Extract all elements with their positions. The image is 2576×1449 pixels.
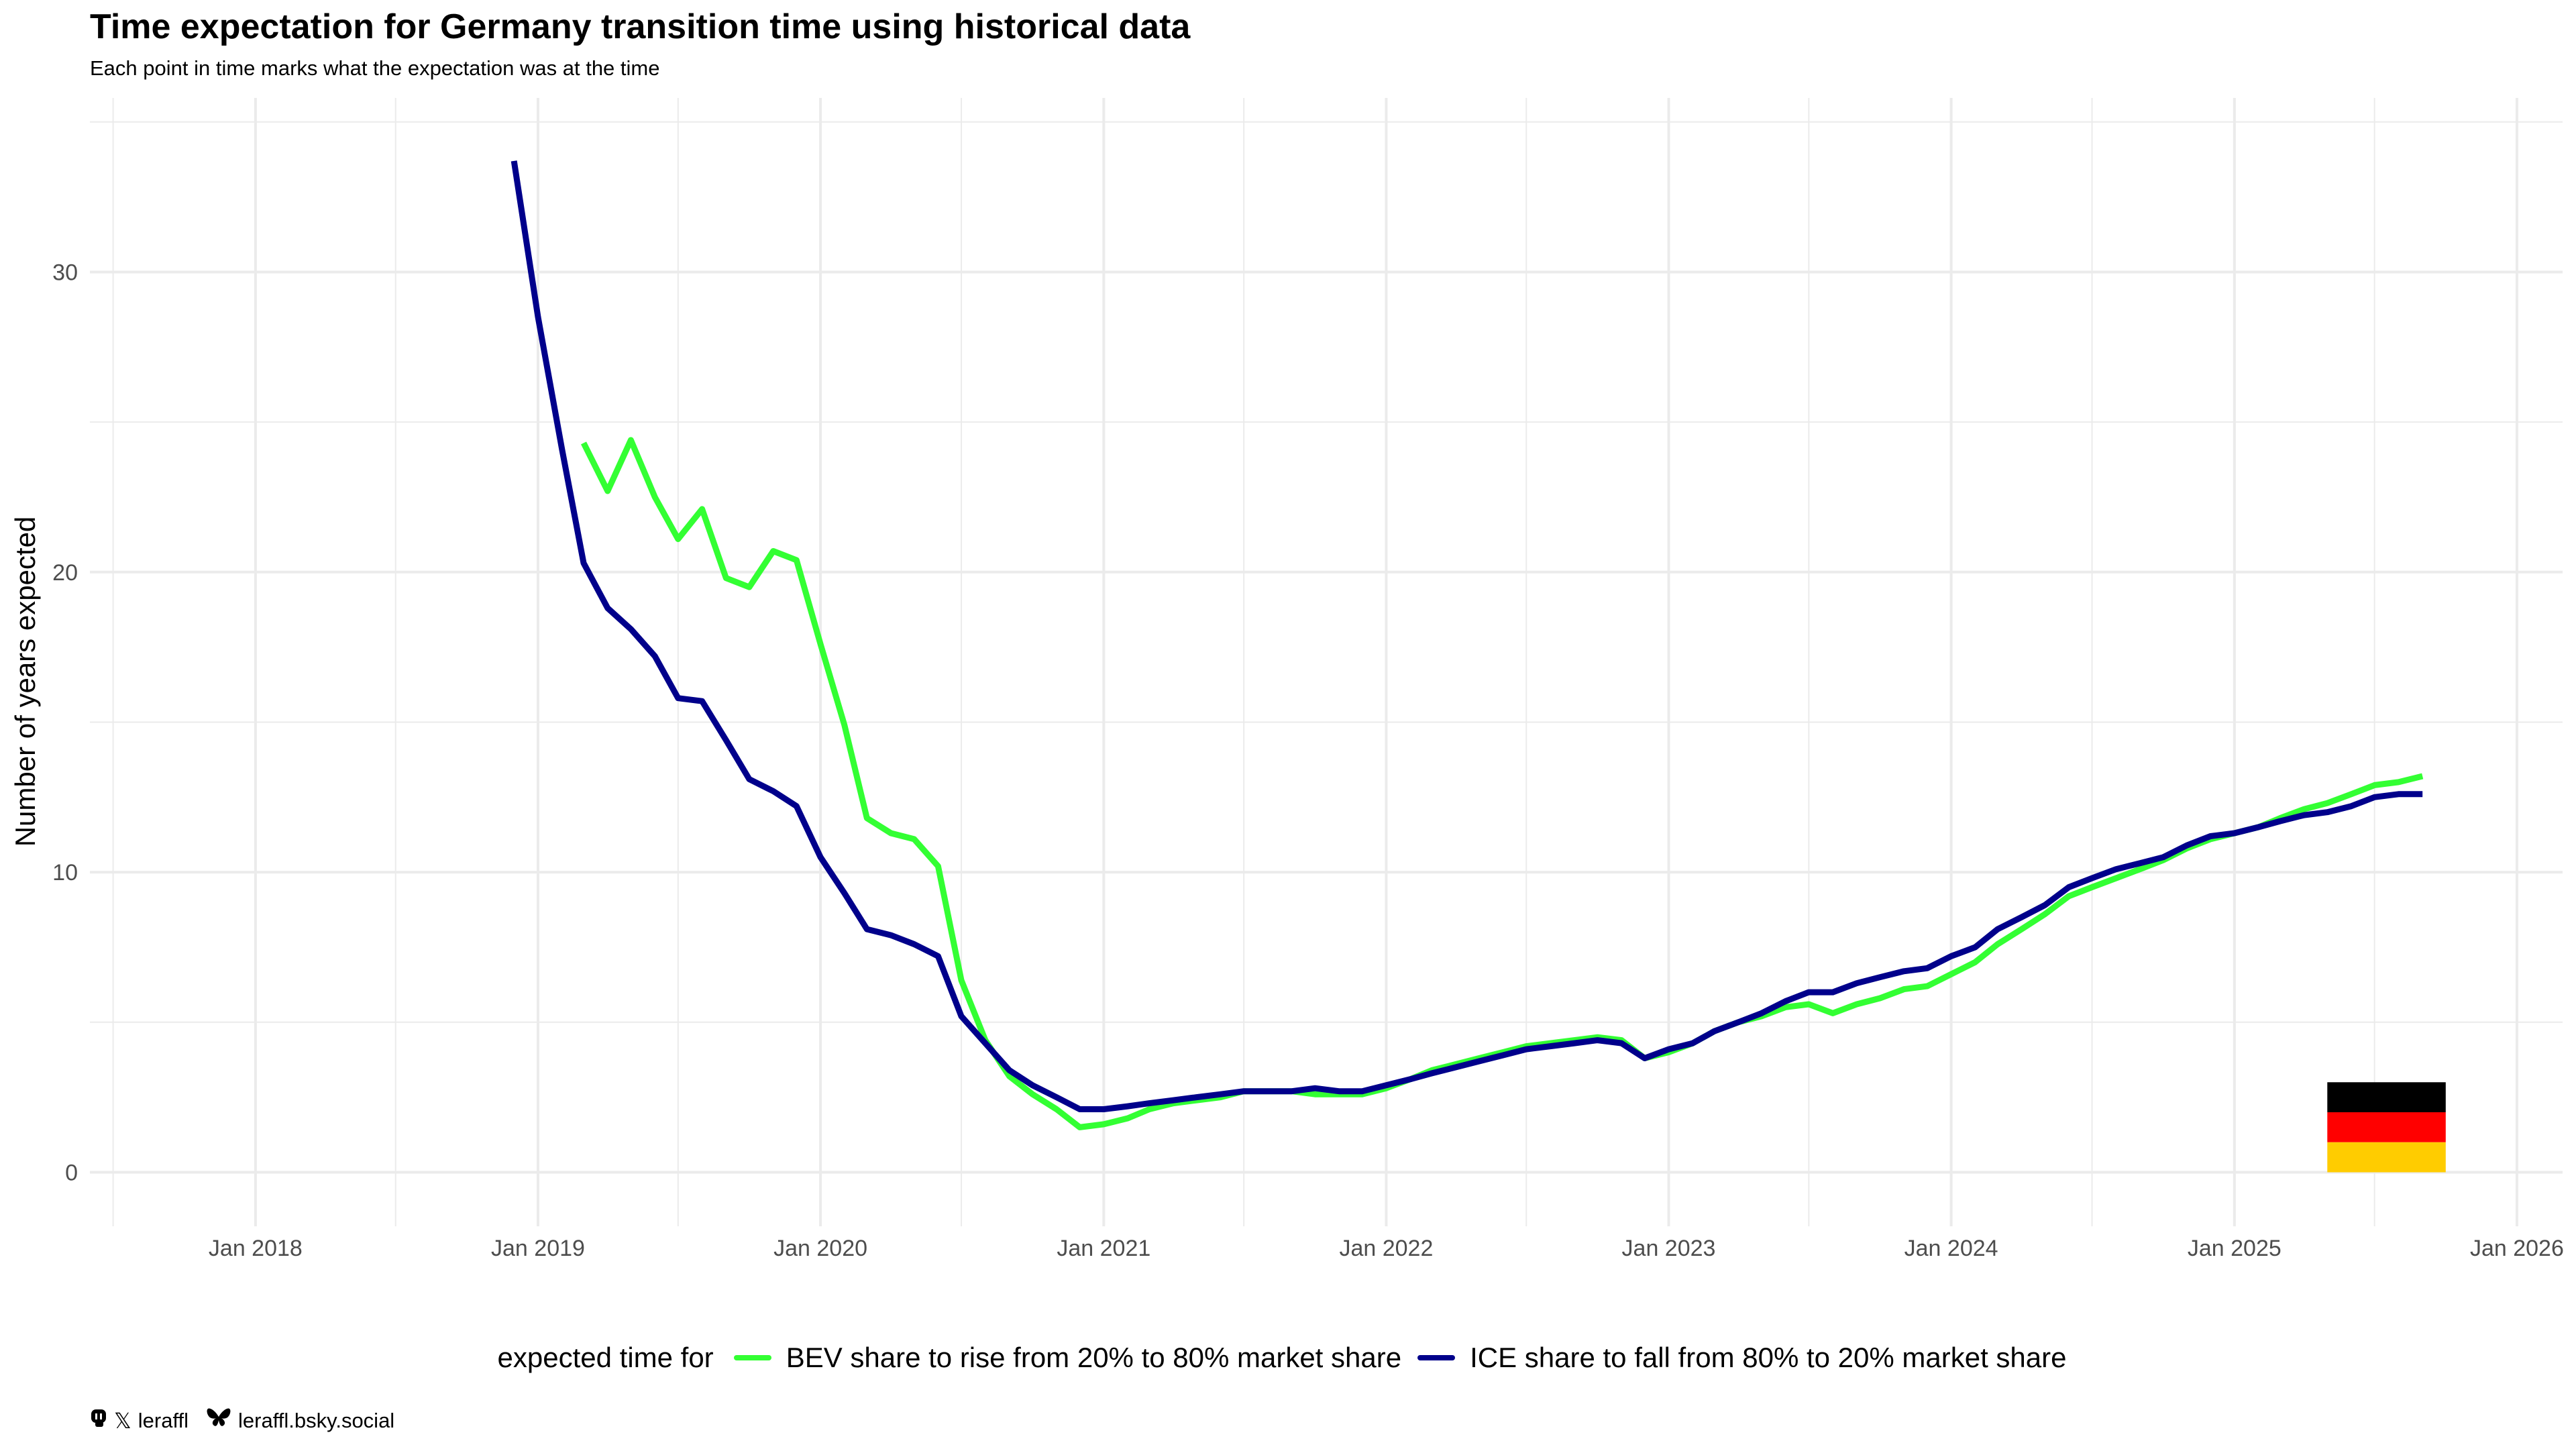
caption-handle: leraffl (138, 1409, 189, 1432)
legend-swatch-bev (733, 1355, 771, 1360)
x-axis-ticks: Jan 2018 Jan 2019 Jan 2020 Jan 2021 Jan 2022… (209, 1236, 2564, 1261)
minor-gridlines (90, 98, 2563, 1226)
x-tick-label: Jan 2025 (2188, 1236, 2282, 1261)
flag-stripe (2327, 1142, 2446, 1173)
legend-label-ice: ICE share to fall from 80% to 20% market… (1470, 1342, 2067, 1373)
x-tick-label: Jan 2026 (2470, 1236, 2564, 1261)
chart-title: Time expectation for Germany transition … (90, 7, 1191, 46)
legend-title: expected time for (497, 1342, 714, 1373)
x-tick-label: Jan 2020 (773, 1236, 867, 1261)
y-axis-label: Number of years expected (9, 517, 41, 847)
x-icon: 𝕏 (114, 1409, 131, 1433)
x-tick-label: Jan 2019 (491, 1236, 585, 1261)
y-tick-label: 10 (52, 860, 78, 885)
flag-stripe (2327, 1082, 2446, 1113)
legend-item-ice: ICE share to fall from 80% to 20% market… (1417, 1342, 2066, 1374)
y-tick-label: 0 (65, 1160, 78, 1185)
series-line-bev (580, 437, 2424, 1130)
legend-label-bev: BEV share to rise from 20% to 80% market… (786, 1342, 1402, 1373)
series-lines (511, 160, 2424, 1130)
y-tick-label: 30 (52, 260, 78, 285)
x-tick-label: Jan 2022 (1339, 1236, 1433, 1261)
chart-subtitle: Each point in time marks what the expect… (90, 56, 660, 80)
legend-item-bev: BEV share to rise from 20% to 80% market… (733, 1342, 1402, 1374)
x-tick-label: Jan 2018 (209, 1236, 303, 1261)
series-line-ice (511, 160, 2423, 1112)
germany-flag (2327, 1082, 2446, 1173)
x-tick-label: Jan 2021 (1057, 1236, 1150, 1261)
bluesky-icon (206, 1407, 231, 1434)
caption-bsky: leraffl.bsky.social (238, 1409, 395, 1432)
x-tick-label: Jan 2024 (1904, 1236, 1998, 1261)
major-gridlines (90, 98, 2563, 1226)
legend: expected time for BEV share to rise from… (0, 1342, 2576, 1374)
caption: 𝕏 leraffl leraffl.bsky.social (90, 1407, 412, 1434)
y-tick-label: 20 (52, 560, 78, 586)
legend-swatch-ice (1417, 1355, 1456, 1360)
y-axis-ticks: 0 10 20 30 (52, 260, 78, 1185)
mastodon-icon (90, 1408, 107, 1434)
flag-stripe (2327, 1112, 2446, 1142)
x-tick-label: Jan 2023 (1622, 1236, 1716, 1261)
